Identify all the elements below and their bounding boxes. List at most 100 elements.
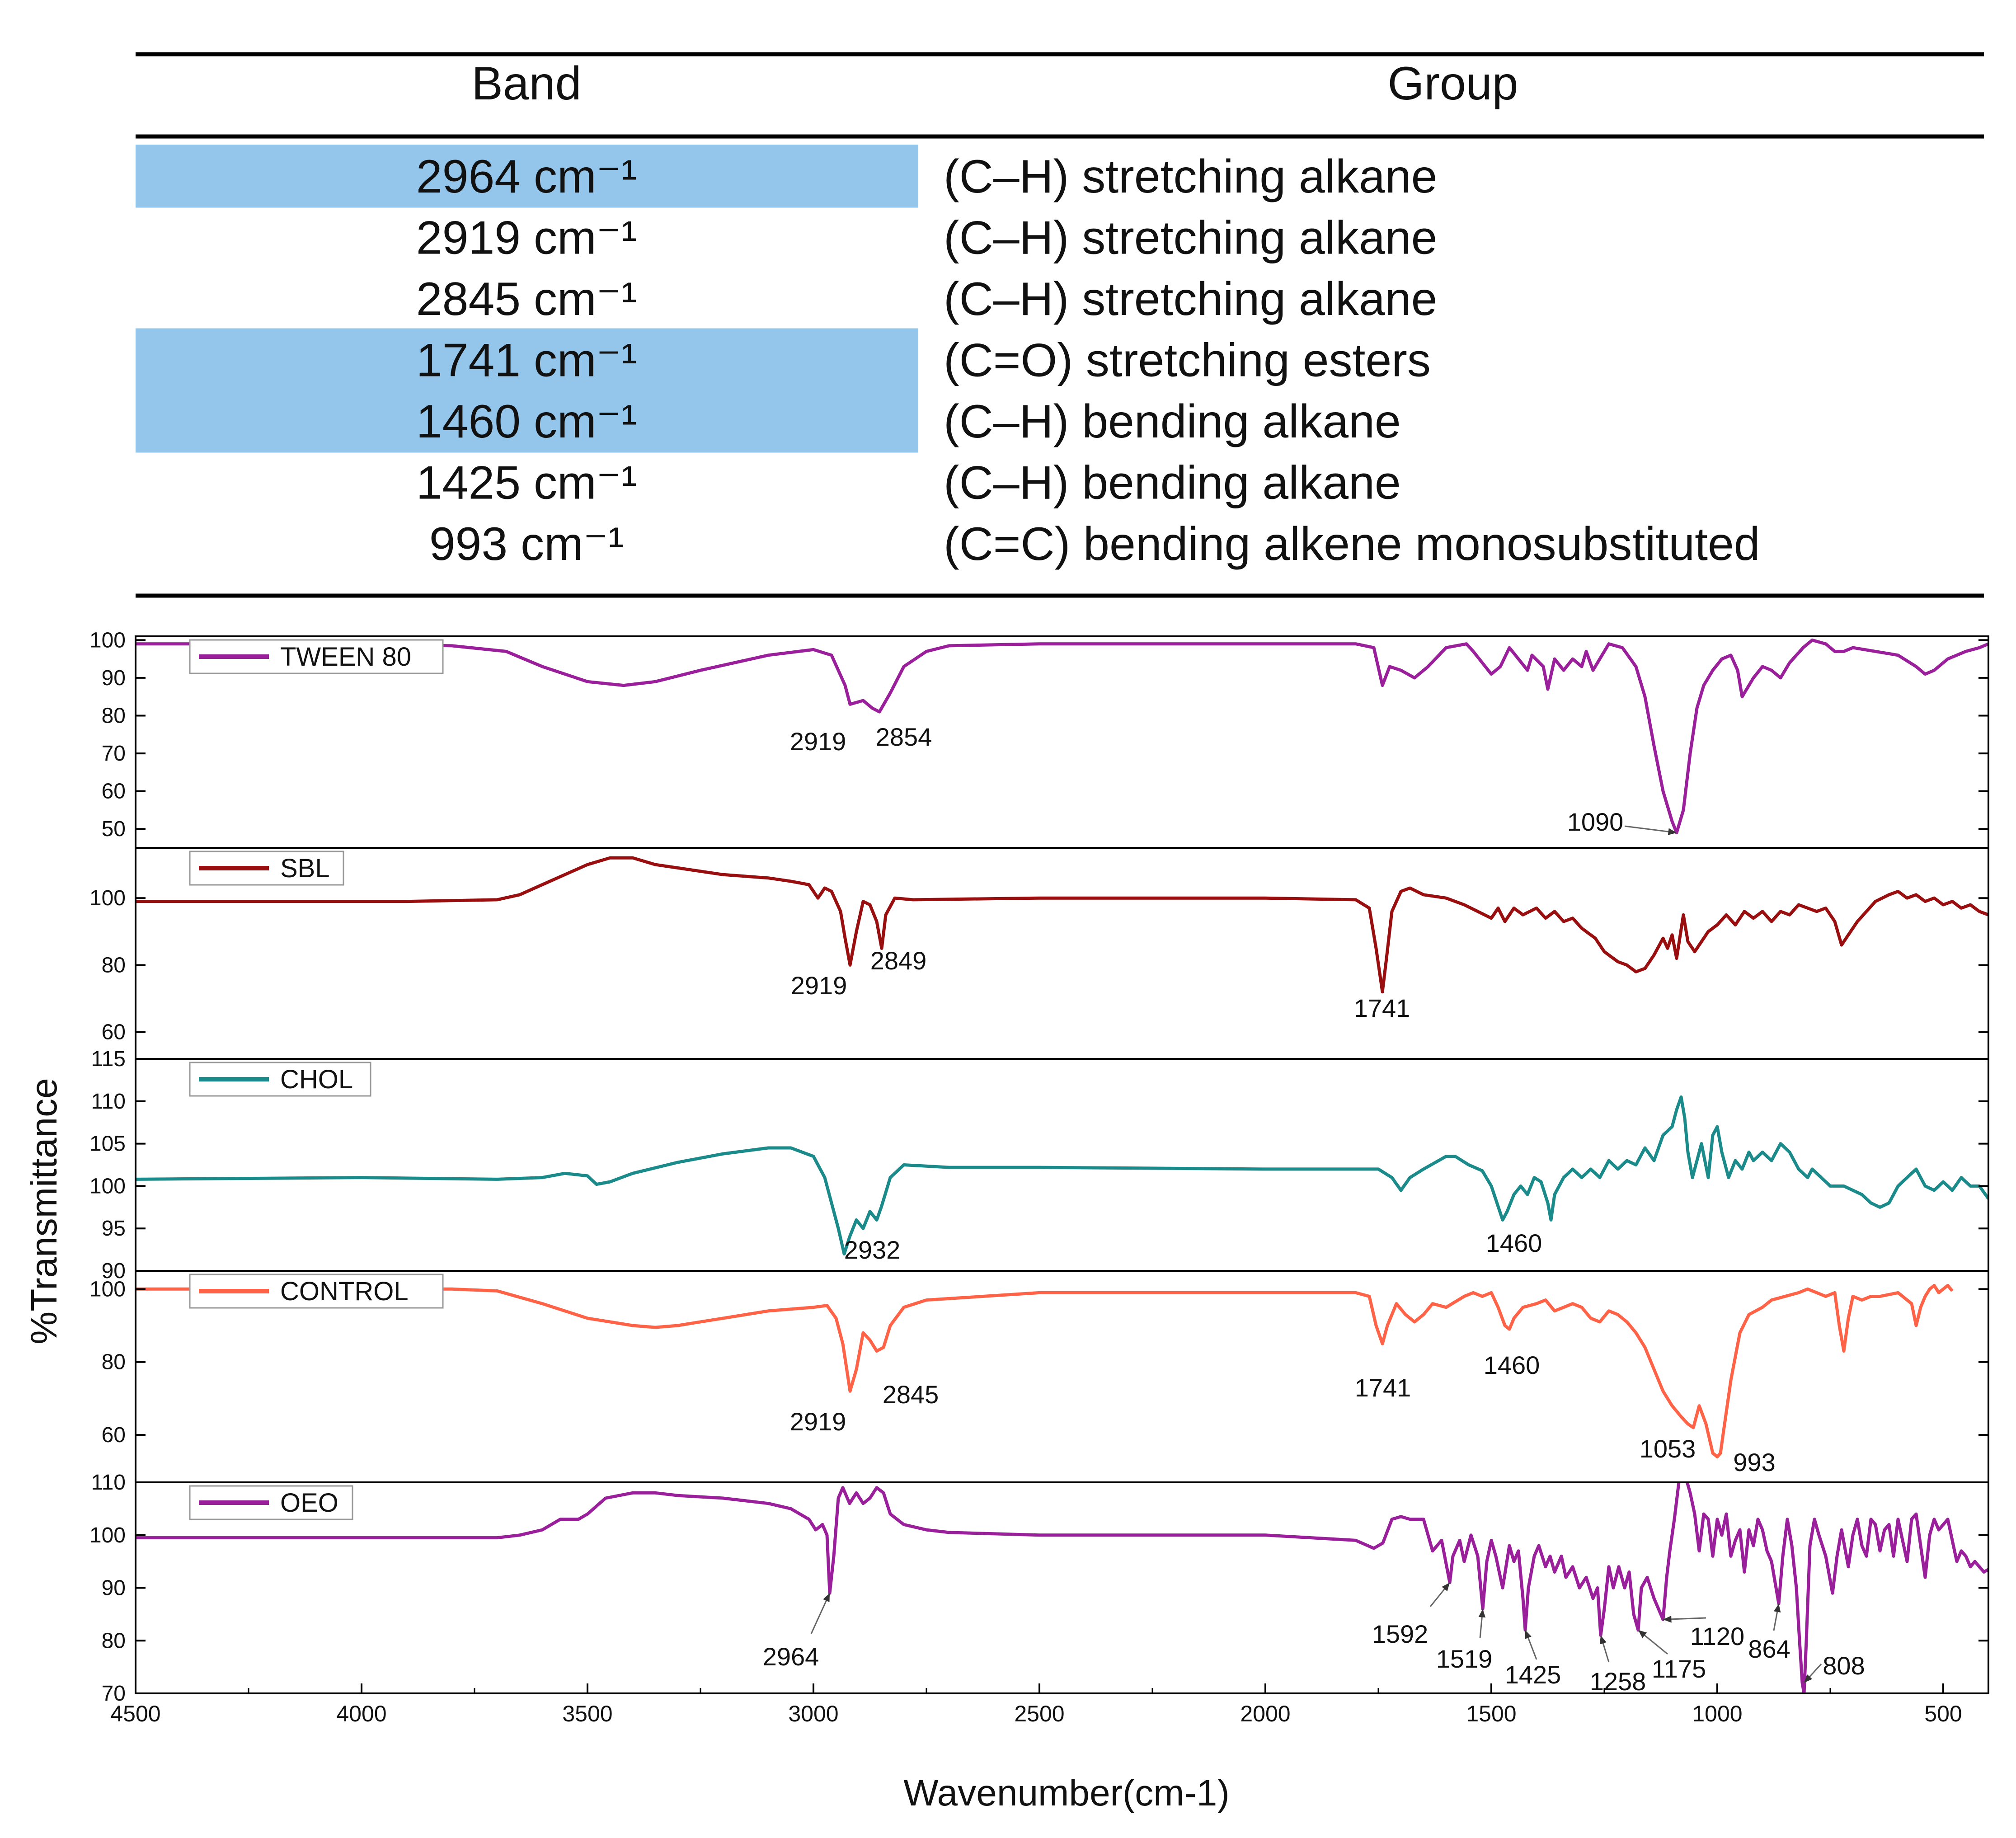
band-cell: 1460 cm⁻¹ xyxy=(416,395,637,448)
panel-chol: 90 95 100 105 110 115 CHOL 2932 1460 xyxy=(89,1047,1989,1283)
x-tick-label: 1000 xyxy=(1692,1701,1742,1726)
x-axis-title: Wavenumber(cm-1) xyxy=(903,1772,1229,1814)
table-header-group: Group xyxy=(1387,57,1518,110)
y-tick-label: 80 xyxy=(102,704,126,728)
y-tick-label: 90 xyxy=(102,1259,126,1283)
legend: SBL xyxy=(189,851,344,886)
table-row: 2964 cm⁻¹ (C–H) stretching alkane xyxy=(136,145,1437,208)
y-axis-title: %Transmittance xyxy=(23,1078,65,1344)
group-cell: (C=O) stretching esters xyxy=(944,334,1431,387)
y-tick-label: 90 xyxy=(102,666,126,690)
peak-annotation: 2845 xyxy=(883,1380,939,1409)
table-row: 1741 cm⁻¹ (C=O) stretching esters xyxy=(136,328,1431,391)
legend-label: TWEEN 80 xyxy=(280,642,411,672)
y-tick-label: 60 xyxy=(102,1423,126,1447)
band-cell: 2845 cm⁻¹ xyxy=(416,273,637,325)
band-cell: 1741 cm⁻¹ xyxy=(416,334,637,387)
panel-control: 60 80 100 CONTROL 2919 2845 1741 1460 1053 993 xyxy=(89,1270,1989,1483)
band-cell: 2919 cm⁻¹ xyxy=(416,212,637,264)
x-tick-label: 4000 xyxy=(336,1701,386,1726)
table-row: 993 cm⁻¹ (C=C) bending alkene monosubstit… xyxy=(429,518,1760,570)
peak-annotation: 2919 xyxy=(790,1407,846,1436)
x-tick-label: 4500 xyxy=(110,1701,160,1726)
y-tick-label: 80 xyxy=(102,1629,126,1653)
x-axis: 4500 4000 3500 3000 2500 2000 1500 1000 500 xyxy=(110,1683,1962,1726)
y-tick-label: 100 xyxy=(89,628,126,652)
peak-annotation: 993 xyxy=(1733,1448,1775,1476)
peak-annotation: 864 xyxy=(1748,1635,1790,1663)
legend: TWEEN 80 xyxy=(189,639,444,674)
annotation-arrowhead xyxy=(1478,1609,1486,1618)
y-tick-label: 100 xyxy=(89,1277,126,1301)
x-tick-label: 500 xyxy=(1924,1701,1962,1726)
y-tick-label: 100 xyxy=(89,1174,126,1198)
y-tick-label: 105 xyxy=(89,1132,126,1156)
y-tick-label: 70 xyxy=(102,742,126,766)
annotation-arrowhead xyxy=(1773,1603,1781,1613)
table-row: 1425 cm⁻¹ (C–H) bending alkane xyxy=(416,457,1401,509)
peak-annotation: 808 xyxy=(1823,1651,1865,1680)
group-cell: (C–H) stretching alkane xyxy=(944,212,1437,264)
annotation-arrowhead xyxy=(1668,828,1677,835)
peak-annotation: 1053 xyxy=(1640,1434,1696,1463)
peak-annotation: 2854 xyxy=(876,723,932,751)
y-tick-label: 70 xyxy=(102,1682,126,1706)
peak-annotation: 2919 xyxy=(790,727,846,756)
annotation-arrowhead xyxy=(1599,1635,1607,1645)
annotation-arrow xyxy=(1624,825,1677,834)
y-tick-label: 80 xyxy=(102,1350,126,1374)
x-tick-label: 1500 xyxy=(1466,1701,1516,1726)
panel-frame xyxy=(135,1481,1989,1694)
panel-tween-80: 50 60 70 80 90 100 TWEEN 80 2919 2854 1090 xyxy=(89,628,1989,849)
peak-annotation: 2919 xyxy=(791,971,847,1000)
y-tick-label: 100 xyxy=(89,886,126,910)
peak-annotation: 2932 xyxy=(844,1236,901,1264)
peak-annotation: 2964 xyxy=(763,1642,819,1671)
peak-annotation: 1460 xyxy=(1486,1229,1542,1257)
y-tick-label: 50 xyxy=(102,817,126,841)
row-highlight xyxy=(136,390,918,453)
legend: CONTROL xyxy=(189,1274,444,1309)
y-tick-label: 100 xyxy=(89,1523,126,1547)
annotation-arrowhead xyxy=(823,1593,830,1603)
y-tick-label: 110 xyxy=(91,1471,126,1495)
peak-annotation: 1460 xyxy=(1484,1351,1540,1379)
series-line xyxy=(136,1482,1988,1693)
peak-annotation: 1592 xyxy=(1372,1620,1429,1648)
table-row: 2845 cm⁻¹ (C–H) stretching alkane xyxy=(416,273,1438,325)
band-cell: 993 cm⁻¹ xyxy=(429,518,624,570)
y-tick-label: 95 xyxy=(102,1217,126,1241)
group-cell: (C–H) stretching alkane xyxy=(944,150,1437,203)
group-cell: (C–H) bending alkane xyxy=(944,457,1401,509)
table-header-band: Band xyxy=(472,57,582,110)
peak-annotation: 2849 xyxy=(870,946,927,975)
y-tick-label: 110 xyxy=(91,1090,126,1114)
legend-label: CONTROL xyxy=(280,1277,409,1306)
y-tick-label: 90 xyxy=(102,1576,126,1600)
x-tick-label: 3000 xyxy=(788,1701,838,1726)
annotation-arrowhead xyxy=(1638,1630,1647,1638)
group-cell: (C=C) bending alkene monosubstituted xyxy=(944,518,1760,570)
y-tick-label: 60 xyxy=(102,1020,126,1044)
x-tick-label: 3500 xyxy=(562,1701,612,1726)
legend: CHOL xyxy=(189,1062,371,1097)
row-highlight xyxy=(136,145,918,208)
band-table: Band Group 2964 cm⁻¹ (C–H) stretching alk… xyxy=(136,52,1984,598)
annotation-arrowhead xyxy=(1804,1674,1813,1683)
peak-annotation: 1741 xyxy=(1355,1373,1411,1402)
series-line xyxy=(136,638,1988,835)
table-row: 2919 cm⁻¹ (C–H) stretching alkane xyxy=(416,212,1438,264)
peak-annotation: 1090 xyxy=(1567,808,1624,836)
group-cell: (C–H) stretching alkane xyxy=(944,273,1437,325)
series-line xyxy=(136,1095,1988,1255)
peak-annotation: 1120 xyxy=(1690,1622,1744,1650)
group-cell: (C–H) bending alkane xyxy=(944,395,1401,448)
band-cell: 2964 cm⁻¹ xyxy=(416,150,637,203)
legend-label: OEO xyxy=(280,1488,338,1518)
y-tick-label: 60 xyxy=(102,780,126,804)
